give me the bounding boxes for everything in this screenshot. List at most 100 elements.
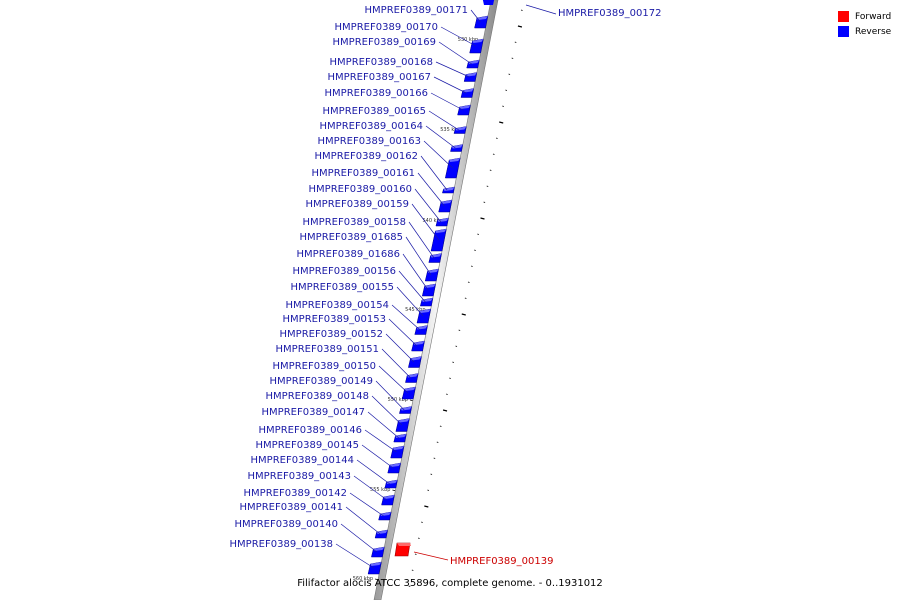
gene-label[interactable]: HMPREF0389_00140 bbox=[235, 519, 338, 530]
label-leader-line bbox=[525, 4, 557, 15]
gene-label[interactable]: HMPREF0389_00154 bbox=[286, 300, 389, 311]
gene-label-top[interactable]: HMPREF0389_00172 bbox=[558, 8, 661, 19]
reverse-gene-arrow-highlight bbox=[435, 229, 447, 233]
label-leader-line bbox=[335, 543, 375, 569]
gene-label-forward[interactable]: HMPREF0389_00139 bbox=[450, 556, 553, 567]
gene-label[interactable]: HMPREF0389_00141 bbox=[240, 502, 343, 513]
label-leader-line bbox=[402, 253, 429, 291]
scale-tick-label: 535 kbp bbox=[440, 127, 460, 133]
gene-label[interactable]: HMPREF0389_00147 bbox=[262, 407, 365, 418]
label-leader-line bbox=[470, 9, 481, 23]
gene-label[interactable]: HMPREF0389_00145 bbox=[256, 440, 359, 451]
gene-label[interactable]: HMPREF0389_00155 bbox=[291, 282, 394, 293]
label-leader-line bbox=[349, 492, 384, 517]
forward-track-tick bbox=[489, 169, 492, 171]
gene-label[interactable]: HMPREF0389_00149 bbox=[270, 376, 373, 387]
gene-label[interactable]: HMPREF0389_00156 bbox=[293, 266, 396, 277]
reverse-gene-arrow bbox=[482, 0, 495, 5]
label-leader-line bbox=[420, 155, 448, 191]
label-leader-line bbox=[435, 61, 470, 78]
gene-label[interactable]: HMPREF0389_00160 bbox=[309, 184, 412, 195]
gene-label[interactable]: HMPREF0389_00151 bbox=[276, 344, 379, 355]
scale-tick-label: 530 kbp bbox=[458, 37, 478, 43]
gene-label[interactable]: HMPREF0389_00153 bbox=[283, 314, 386, 325]
gene-label[interactable]: HMPREF0389_00138 bbox=[230, 539, 333, 550]
label-leader-line bbox=[430, 92, 464, 111]
reverse-gene-arrow-highlight bbox=[380, 512, 392, 516]
scale-tick-label: 550 kbp bbox=[388, 397, 408, 403]
gene-label[interactable]: HMPREF0389_00144 bbox=[251, 455, 354, 466]
gene-label[interactable]: HMPREF0389_00161 bbox=[312, 168, 415, 179]
label-leaders bbox=[335, 4, 557, 569]
genome-axis bbox=[373, 0, 499, 600]
label-leader-line bbox=[428, 110, 460, 131]
forward-track-tick bbox=[427, 489, 430, 491]
gene-label[interactable]: HMPREF0389_00170 bbox=[335, 22, 438, 33]
forward-track-tick bbox=[458, 329, 461, 331]
reverse-gene-arrow-highlight bbox=[472, 39, 484, 43]
legend: Forward Reverse bbox=[838, 9, 891, 39]
reverse-gene-arrow-highlight bbox=[386, 480, 398, 484]
forward-track-tick bbox=[461, 313, 466, 316]
reverse-gene-arrow-highlight bbox=[398, 418, 410, 423]
forward-track-tick bbox=[520, 9, 523, 11]
reverse-gene-arrow-highlight bbox=[424, 284, 436, 288]
reverse-gene-arrow-highlight bbox=[389, 463, 401, 467]
gene-label[interactable]: HMPREF0389_00159 bbox=[306, 199, 409, 210]
forward-track-tick bbox=[471, 265, 473, 267]
gene-label[interactable]: HMPREF0389_00150 bbox=[273, 361, 376, 372]
forward-track-tick bbox=[514, 41, 517, 43]
gene-label[interactable]: HMPREF0389_00171 bbox=[365, 5, 468, 16]
gene-label[interactable]: HMPREF0389_00146 bbox=[259, 425, 362, 436]
forward-track-tick bbox=[480, 217, 485, 220]
forward-track-tick bbox=[511, 57, 514, 59]
gene-label[interactable]: HMPREF0389_00165 bbox=[323, 106, 426, 117]
label-leader-line bbox=[433, 76, 467, 94]
label-leader-line bbox=[396, 286, 424, 317]
forward-track-marks bbox=[408, 9, 523, 587]
reverse-gene-arrow-highlight bbox=[373, 547, 385, 551]
forward-track-tick bbox=[436, 441, 439, 443]
gene-label[interactable]: HMPREF0389_00142 bbox=[244, 488, 347, 499]
gene-label[interactable]: HMPREF0389_00163 bbox=[318, 136, 421, 147]
gene-label[interactable]: HMPREF0389_00169 bbox=[333, 37, 436, 48]
gene-label[interactable]: HMPREF0389_00167 bbox=[328, 72, 431, 83]
forward-track-tick bbox=[430, 473, 433, 475]
reverse-gene-arrow-highlight bbox=[407, 373, 419, 378]
label-leader-line bbox=[371, 395, 403, 426]
label-leader-line bbox=[353, 475, 388, 501]
forward-track-tick bbox=[455, 345, 458, 347]
forward-track-tick bbox=[442, 409, 448, 412]
forward-track-tick bbox=[492, 153, 495, 155]
gene-label[interactable]: HMPREF0389_00164 bbox=[320, 121, 423, 132]
label-leader-line bbox=[440, 26, 477, 47]
gene-label[interactable]: HMPREF0389_00166 bbox=[325, 88, 428, 99]
gene-label[interactable]: HMPREF0389_00168 bbox=[330, 57, 433, 68]
gene-label[interactable]: HMPREF0389_00148 bbox=[266, 391, 369, 402]
gene-labels: HMPREF0389_00171 HMPREF0389_00170 HMPREF03… bbox=[230, 5, 662, 567]
reverse-gene-arrow-highlight bbox=[459, 105, 471, 109]
gene-label[interactable]: HMPREF0389_01686 bbox=[297, 249, 400, 260]
forward-track-tick bbox=[446, 393, 448, 395]
genome-caption: Filifactor alocis ATCC 35896, complete g… bbox=[297, 578, 603, 589]
label-leader-line bbox=[414, 188, 442, 223]
label-leader-line bbox=[398, 270, 426, 303]
scale-tick-label: 545 kbp bbox=[405, 307, 425, 313]
forward-track-tick bbox=[464, 297, 467, 299]
forward-track-tick bbox=[439, 425, 442, 427]
gene-label[interactable]: HMPREF0389_01685 bbox=[300, 232, 403, 243]
forward-track-tick bbox=[495, 137, 498, 139]
forward-gene-arrow-highlight bbox=[397, 543, 411, 546]
scale-tick-label: 540 kbp bbox=[423, 218, 443, 224]
gene-label[interactable]: HMPREF0389_00162 bbox=[315, 151, 418, 162]
gene-label[interactable]: HMPREF0389_00143 bbox=[248, 471, 351, 482]
reverse-gene-arrow-highlight bbox=[413, 341, 425, 345]
forward-track-tick bbox=[424, 505, 429, 508]
gene-label[interactable]: HMPREF0389_00158 bbox=[303, 217, 406, 228]
forward-track-tick bbox=[517, 25, 523, 28]
label-leader-line bbox=[364, 429, 397, 453]
forward-track-tick bbox=[483, 201, 486, 203]
reverse-gene-arrow-highlight bbox=[393, 446, 405, 450]
label-leader-line bbox=[425, 125, 456, 149]
gene-label[interactable]: HMPREF0389_00152 bbox=[280, 329, 383, 340]
